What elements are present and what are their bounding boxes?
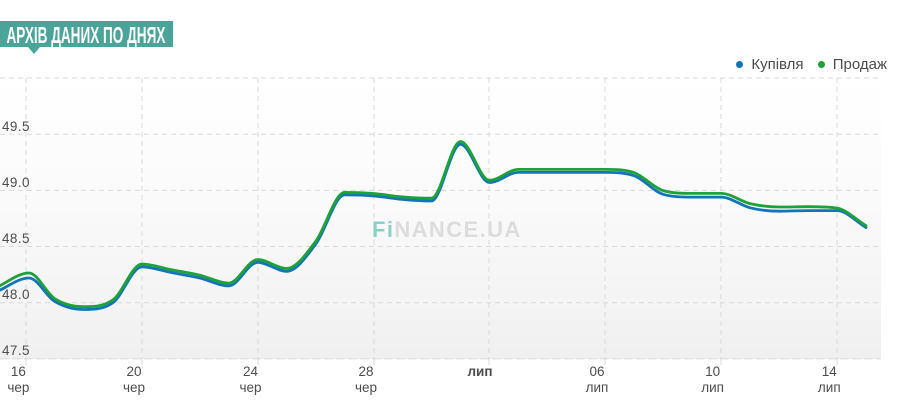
- svg-text:16: 16: [11, 364, 26, 379]
- svg-text:чер: чер: [7, 380, 29, 395]
- svg-text:10: 10: [705, 364, 720, 379]
- svg-text:лип: лип: [586, 380, 609, 395]
- svg-text:48.0: 48.0: [2, 287, 30, 302]
- svg-text:24: 24: [243, 364, 259, 379]
- svg-text:чер: чер: [123, 380, 145, 395]
- svg-text:48.5: 48.5: [2, 231, 30, 246]
- svg-text:49.5: 49.5: [2, 119, 30, 134]
- svg-text:14: 14: [822, 364, 838, 379]
- svg-text:лип: лип: [818, 380, 841, 395]
- svg-text:лип: лип: [701, 380, 724, 395]
- svg-text:чер: чер: [239, 380, 261, 395]
- svg-text:49.0: 49.0: [2, 175, 30, 190]
- svg-text:лип: лип: [467, 364, 492, 379]
- svg-text:FiNANCE.UA: FiNANCE.UA: [372, 217, 522, 242]
- svg-text:06: 06: [589, 364, 604, 379]
- svg-text:чер: чер: [355, 380, 377, 395]
- svg-text:28: 28: [358, 364, 373, 379]
- svg-text:20: 20: [126, 364, 141, 379]
- svg-text:47.5: 47.5: [2, 343, 30, 358]
